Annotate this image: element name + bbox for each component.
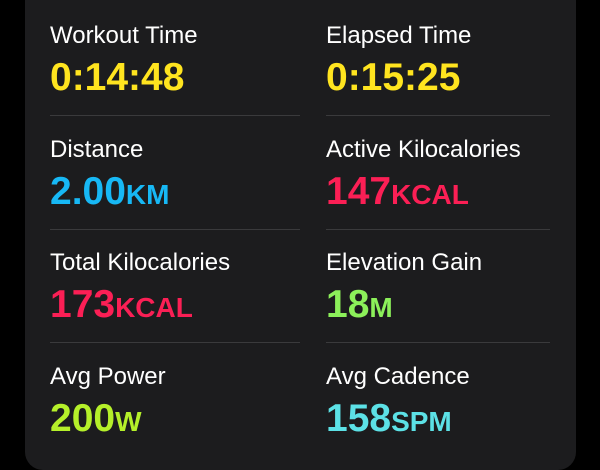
metric-number: 18 xyxy=(326,283,370,326)
metric-value: 2.00KM xyxy=(50,170,169,214)
metric-label: Active Kilocalories xyxy=(326,135,521,163)
separator xyxy=(50,342,300,343)
metric-unit: KM xyxy=(125,178,170,210)
metric-unit: M xyxy=(369,292,393,323)
metric-value: 147KCAL xyxy=(326,170,469,214)
metric-value: 173KCAL xyxy=(50,283,193,327)
metric-number: 2.00 xyxy=(50,169,126,213)
metric-value: 0:15:25 xyxy=(326,56,460,100)
metric-value: 200W xyxy=(50,397,142,441)
separator xyxy=(326,115,550,116)
metric-value: 158SPM xyxy=(326,397,452,441)
metric-label: Elapsed Time xyxy=(326,22,472,49)
metric-unit: KCAL xyxy=(115,292,193,323)
separator xyxy=(326,228,550,230)
workout-details-card xyxy=(25,0,576,470)
metric-number: 147 xyxy=(326,169,392,213)
metric-label: Workout Time xyxy=(50,22,198,49)
separator xyxy=(50,115,300,116)
metric-unit: W xyxy=(115,405,142,437)
metric-label: Total Kilocalories xyxy=(50,249,231,276)
metric-label: Avg Cadence xyxy=(326,362,470,390)
metric-value: 0:14:48 xyxy=(50,56,184,100)
separator xyxy=(50,228,300,230)
metric-number: 200 xyxy=(50,396,116,440)
screen: Workout Time 0:14:48 Elapsed Time 0:15:25 Di… xyxy=(25,0,576,470)
metric-value: 18M xyxy=(326,283,393,327)
separator xyxy=(326,342,550,343)
metric-label: Distance xyxy=(50,135,144,163)
metric-unit: KCAL xyxy=(391,178,469,210)
metric-number: 0:15:25 xyxy=(326,56,461,99)
metric-number: 158 xyxy=(326,396,392,440)
metric-number: 0:14:48 xyxy=(50,56,185,99)
metric-label: Elevation Gain xyxy=(326,249,483,276)
metric-unit: SPM xyxy=(391,405,452,437)
metric-label: Avg Power xyxy=(50,362,166,390)
metric-number: 173 xyxy=(50,283,116,326)
